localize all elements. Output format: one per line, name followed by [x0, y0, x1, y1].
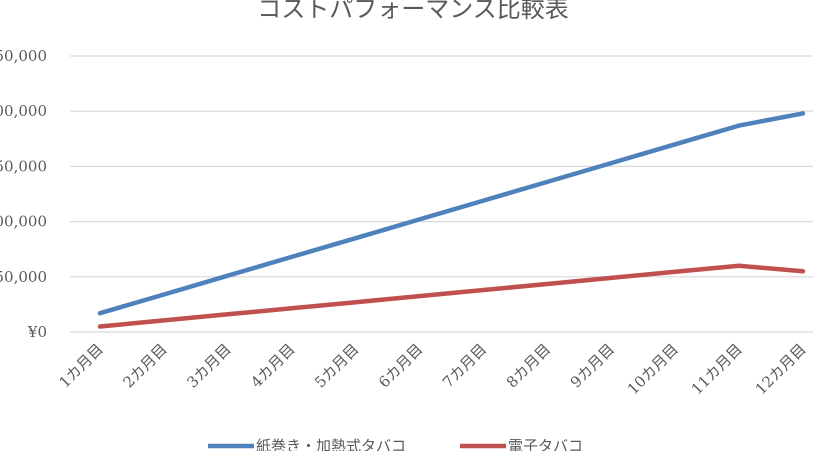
series-line-1 [97, 111, 806, 316]
x-tick-label: 11カ月目 [688, 340, 746, 398]
series-line-2 [97, 263, 806, 329]
x-axis-ticks: 1カ月目 2カ月目 3カ月目 4カ月目 5カ月目 6カ月目 7カ月目 8カ月目 9カ月目 10カ月… [56, 340, 810, 398]
y-axis-ticks: ¥0 ¥50,000 ¥100,000 ¥150,000 ¥200,000 ¥250,00… [0, 47, 47, 341]
gridlines [70, 55, 813, 333]
x-tick-label: 8カ月目 [503, 340, 554, 391]
y-tick-label: ¥0 [27, 323, 47, 341]
x-tick-label: 10カ月目 [624, 340, 682, 398]
legend-label: 紙巻き・加熱式タバコ [256, 437, 406, 451]
y-tick-label: ¥150,000 [0, 157, 47, 175]
y-tick-label: ¥50,000 [0, 268, 47, 286]
y-tick-label: ¥250,000 [0, 47, 47, 65]
x-tick-label: 3カ月目 [183, 340, 234, 391]
y-tick-label: ¥200,000 [0, 102, 47, 120]
x-tick-label: 2カ月目 [119, 340, 170, 391]
x-tick-label: 9カ月目 [567, 340, 618, 391]
x-tick-label: 1カ月目 [56, 340, 107, 391]
y-tick-label: ¥100,000 [0, 213, 47, 231]
series-lines [97, 111, 806, 329]
x-tick-label: 12カ月目 [752, 340, 810, 398]
chart-title: コストパフォーマンス比較表 [257, 0, 569, 23]
x-tick-label: 4カ月目 [247, 340, 298, 391]
legend-label: 電子タバコ [508, 437, 583, 451]
x-tick-label: 6カ月目 [375, 340, 426, 391]
x-tick-label: 7カ月目 [439, 340, 490, 391]
legend: 紙巻き・加熱式タバコ 電子タバコ [208, 437, 583, 451]
x-tick-label: 5カ月目 [311, 340, 362, 391]
